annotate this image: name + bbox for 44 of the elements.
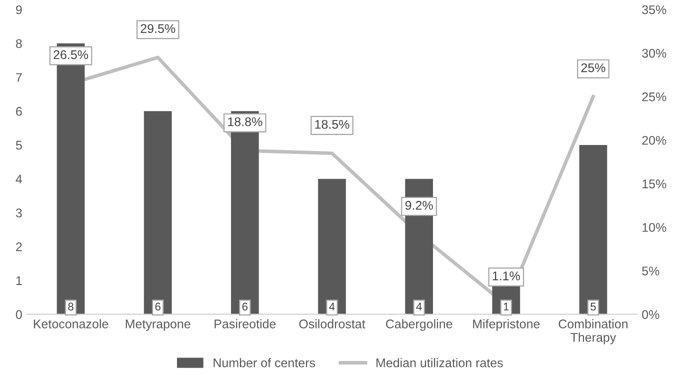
data-label: 6 <box>242 302 248 311</box>
data-label: 26.5% <box>54 50 88 60</box>
bar <box>318 178 346 314</box>
y2-tick-label: 10% <box>642 223 666 232</box>
x-tick-label: Pasireotide <box>214 319 276 328</box>
data-label: 25% <box>581 63 606 72</box>
y-tick-label: 2 <box>16 242 22 252</box>
data-label: 8 <box>68 302 74 311</box>
data-label: 18.8% <box>228 117 262 126</box>
legend-label: Number of centers <box>214 358 316 368</box>
data-label: 6 <box>155 302 160 311</box>
data-label: 4 <box>416 302 422 310</box>
y-tick-label: 5 <box>16 140 22 150</box>
y-tick-label: 4 <box>16 174 22 184</box>
y-tick-label: 6 <box>16 106 22 116</box>
bar <box>579 144 608 314</box>
x-tick-label: Ketoconazole <box>34 319 108 328</box>
x-tick-label: Cabergoline <box>386 319 452 331</box>
y-tick-label: 7 <box>16 73 22 82</box>
x-tick-label: Mifepristone <box>473 319 540 331</box>
data-label: 29.5% <box>140 24 176 33</box>
y-tick-label: 1 <box>16 276 22 285</box>
bar <box>144 111 172 314</box>
data-label: 18.5% <box>315 120 350 129</box>
y2-tick-label: 35% <box>642 5 666 14</box>
y2-tick-label: 0% <box>642 310 660 319</box>
x-tick-label: Combination Therapy <box>558 319 628 344</box>
y2-tick-label: 5% <box>642 266 660 276</box>
x-tick-label: Osilodrostat <box>299 319 366 328</box>
y-tick-label: 8 <box>16 39 22 48</box>
legend-label: Median utilization rates <box>376 358 503 368</box>
y2-tick-label: 20% <box>642 136 666 145</box>
data-label: 9.2% <box>405 200 433 210</box>
y-tick-label: 9 <box>16 5 22 14</box>
x-tick-label: Metyrapone <box>126 320 190 331</box>
data-label: 5 <box>590 302 596 311</box>
y-tick-label: 3 <box>16 208 22 218</box>
y2-tick-label: 25% <box>642 92 666 102</box>
y2-tick-label: 15% <box>642 180 666 188</box>
data-label: 1 <box>504 302 509 310</box>
y2-tick-label: 30% <box>642 48 666 58</box>
data-label: 1.1% <box>492 272 520 280</box>
y-tick-label: 0 <box>16 310 22 319</box>
data-label: 4 <box>329 302 335 310</box>
